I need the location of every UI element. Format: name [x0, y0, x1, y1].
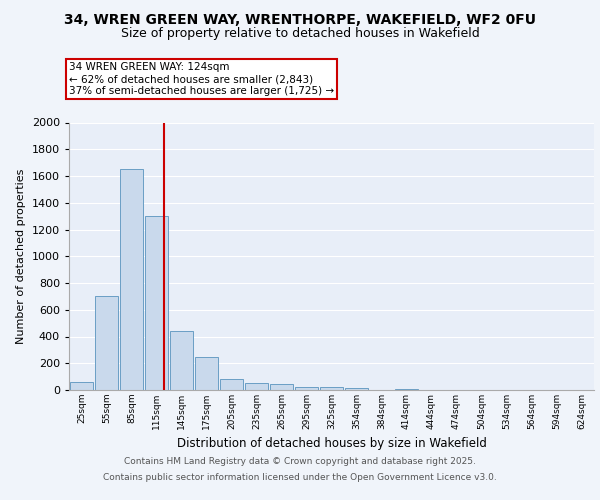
Bar [194, 356, 218, 390]
Text: Contains public sector information licensed under the Open Government Licence v3: Contains public sector information licen… [103, 472, 497, 482]
Bar [95, 296, 118, 390]
X-axis label: Distribution of detached houses by size in Wakefield: Distribution of detached houses by size … [176, 438, 487, 450]
Text: Contains HM Land Registry data © Crown copyright and database right 2025.: Contains HM Land Registry data © Crown c… [124, 458, 476, 466]
Bar [70, 382, 94, 390]
Bar [320, 388, 343, 390]
Text: 34, WREN GREEN WAY, WRENTHORPE, WAKEFIELD, WF2 0FU: 34, WREN GREEN WAY, WRENTHORPE, WAKEFIEL… [64, 12, 536, 26]
Y-axis label: Number of detached properties: Number of detached properties [16, 168, 26, 344]
Bar [145, 216, 169, 390]
Bar [245, 382, 268, 390]
Bar [119, 170, 143, 390]
Bar [220, 378, 244, 390]
Bar [170, 331, 193, 390]
Bar [295, 386, 319, 390]
Bar [269, 384, 293, 390]
Bar [395, 388, 418, 390]
Text: Size of property relative to detached houses in Wakefield: Size of property relative to detached ho… [121, 28, 479, 40]
Bar [344, 388, 368, 390]
Text: 34 WREN GREEN WAY: 124sqm
← 62% of detached houses are smaller (2,843)
37% of se: 34 WREN GREEN WAY: 124sqm ← 62% of detac… [69, 62, 334, 96]
